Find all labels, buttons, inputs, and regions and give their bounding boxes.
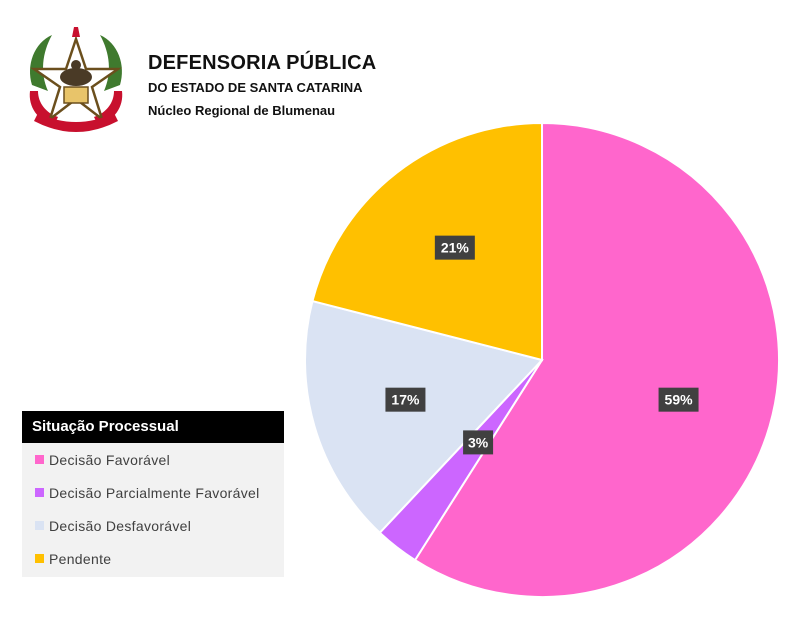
data-label-box xyxy=(385,387,426,412)
pie-slice-2 xyxy=(304,299,544,535)
organization-name: DEFENSORIA PÚBLICA DO ESTADO DE SANTA CA… xyxy=(148,52,376,118)
data-label-text: 21% xyxy=(441,240,470,256)
legend-item-3: Pendente xyxy=(22,542,284,575)
data-label-0: 59% xyxy=(658,387,699,412)
data-label-text: 59% xyxy=(665,392,694,408)
pie-slice-3 xyxy=(311,121,543,362)
legend-swatch xyxy=(35,488,44,497)
legend-swatch xyxy=(35,521,44,530)
legend-label: Decisão Favorável xyxy=(49,451,171,468)
data-label-3: 21% xyxy=(434,235,475,260)
org-subtitle: DO ESTADO DE SANTA CATARINA xyxy=(148,80,363,95)
header: DEFENSORIA PÚBLICA DO ESTADO DE SANTA CA… xyxy=(20,25,380,140)
data-label-box xyxy=(463,430,494,455)
legend-swatch xyxy=(35,554,44,563)
legend-swatch xyxy=(35,455,44,464)
legend-item-1: Decisão Parcialmente Favorável xyxy=(22,476,284,509)
org-unit: Núcleo Regional de Blumenau xyxy=(148,103,336,118)
data-label-1: 3% xyxy=(463,430,494,455)
legend: Situação Processual Decisão Favorável Dec… xyxy=(22,411,284,577)
data-label-text: 17% xyxy=(391,392,420,408)
legend-label: Pendente xyxy=(49,550,112,567)
legend-item-0: Decisão Favorável xyxy=(22,443,284,476)
pie-chart: 59% 3% 17% 21% xyxy=(304,121,780,598)
legend-label: Decisão Parcialmente Favorável xyxy=(49,484,260,501)
org-title: DEFENSORIA PÚBLICA xyxy=(148,52,377,74)
data-label-2: 17% xyxy=(385,387,426,412)
pie-slice-0 xyxy=(413,121,780,598)
data-label-box xyxy=(434,235,475,260)
data-label-box xyxy=(658,387,699,412)
state-seal-logo xyxy=(29,27,123,132)
data-label-text: 3% xyxy=(468,434,489,450)
legend-label: Decisão Desfavorável xyxy=(49,517,192,534)
legend-item-2: Decisão Desfavorável xyxy=(22,509,284,542)
legend-title: Situação Processual xyxy=(22,411,284,443)
